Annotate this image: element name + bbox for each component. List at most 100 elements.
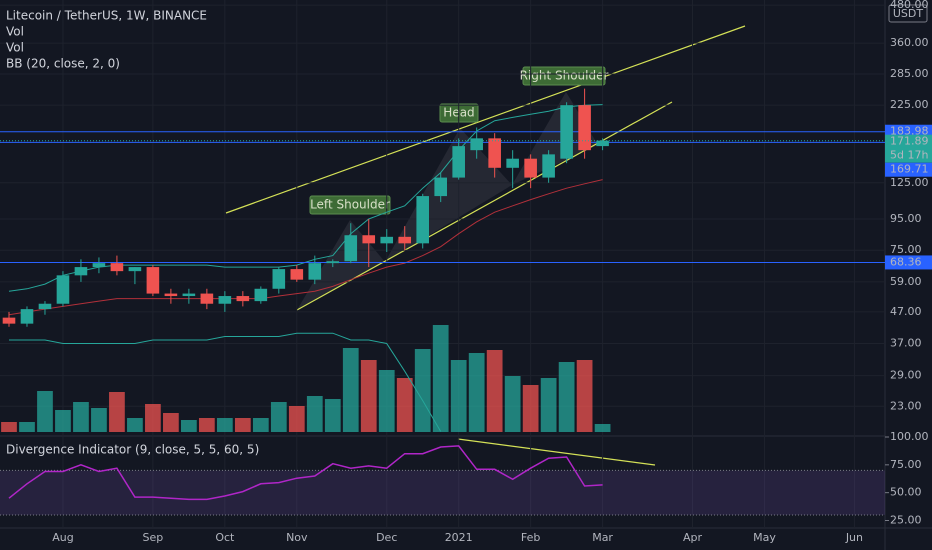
candle-body <box>74 267 88 276</box>
y-tick-label: 95.00 <box>890 212 922 225</box>
legend-item: Vol <box>6 41 24 55</box>
countdown: 5d 17h <box>890 149 928 162</box>
candle-body <box>596 140 609 147</box>
candle-body <box>524 158 537 178</box>
indicator-tick-label: 50.00 <box>890 486 922 499</box>
candle-body <box>2 317 16 324</box>
volume-bar <box>109 392 125 432</box>
candle-body <box>200 293 214 304</box>
candle-body <box>488 138 501 168</box>
x-tick-label: Apr <box>683 531 703 544</box>
legend-item: BB (20, close, 2, 0) <box>6 57 120 71</box>
volume-bar <box>198 418 215 432</box>
volume-bar <box>594 424 611 432</box>
candle-body <box>344 235 358 262</box>
volume-bar <box>432 325 449 432</box>
candle-body <box>128 267 142 272</box>
y-tick-label: 29.00 <box>890 369 922 382</box>
chart-title: Litecoin / TetherUS, 1W, BINANCE <box>6 9 207 23</box>
price-tag <box>885 162 932 177</box>
trend-line <box>296 101 673 311</box>
candle-body <box>236 296 250 302</box>
y-tick-label: 37.00 <box>890 336 922 349</box>
volume-bar <box>468 353 485 432</box>
price-tag-label: 169.71 <box>890 163 929 176</box>
volume-bar <box>414 349 431 432</box>
price-tag-label: 171.89 <box>890 135 929 148</box>
volume-bar <box>1 422 17 432</box>
x-tick-label: Sep <box>143 531 164 544</box>
indicator-tick-label: 100.00 <box>890 430 929 443</box>
y-tick-label: 75.00 <box>890 243 922 256</box>
x-tick-label: Feb <box>521 531 540 544</box>
volume-bar <box>252 418 269 432</box>
y-tick-label: 480.00 <box>890 0 929 11</box>
candle-body <box>218 296 232 304</box>
y-tick-label: 47.00 <box>890 305 922 318</box>
volume-bar <box>145 404 161 432</box>
x-tick-label: Mar <box>592 531 613 544</box>
volume-bar <box>342 348 359 432</box>
price-tag <box>885 134 932 163</box>
indicator-line <box>8 445 603 501</box>
indicator-title: Divergence Indicator (9, close, 5, 5, 60… <box>6 443 259 457</box>
trend-line <box>225 25 746 214</box>
candle-body <box>92 263 106 268</box>
x-tick-label: 2021 <box>445 531 473 544</box>
y-tick-label: 225.00 <box>890 98 929 111</box>
volume-bar <box>288 406 305 432</box>
price-tag-label: 183.98 <box>890 125 929 138</box>
volume-bar <box>163 413 179 432</box>
x-tick-label: Oct <box>215 531 235 544</box>
volume-bar <box>450 360 467 432</box>
candle-body <box>164 293 178 297</box>
indicator-tick-label: 25.00 <box>890 514 922 527</box>
volume-bar <box>270 402 287 432</box>
volume-bar <box>127 418 143 432</box>
y-tick-label: 125.00 <box>890 176 929 189</box>
candle-body <box>362 235 376 244</box>
volume-bar <box>324 399 341 432</box>
volume-bar <box>306 396 323 432</box>
divergence-line <box>457 438 656 466</box>
candle-body <box>110 263 124 272</box>
candle-body <box>434 177 447 197</box>
candle-body <box>290 269 304 280</box>
volume-bar <box>55 410 71 432</box>
candle-body <box>452 146 465 178</box>
volume-bar <box>19 422 35 432</box>
price-tag <box>885 255 932 270</box>
candle-body <box>506 158 519 168</box>
candle-body <box>470 138 483 151</box>
volume-bar <box>91 408 107 432</box>
y-tick-label: 285.00 <box>890 67 929 80</box>
volume-bar <box>396 378 413 432</box>
volume-bar <box>234 418 251 432</box>
candle-body <box>542 154 555 178</box>
volume-bar <box>360 360 377 432</box>
candle-body <box>182 293 196 297</box>
annotation-box <box>522 66 606 86</box>
volume-bar <box>504 376 521 432</box>
volume-bar <box>73 402 89 432</box>
volume-bar <box>486 350 503 432</box>
drawings: Left Shoulder Head Right Shoulder <box>0 0 885 528</box>
candle-body <box>380 236 394 244</box>
candle-body <box>326 261 340 264</box>
candle-body <box>38 303 52 310</box>
y-tick-label: 59.00 <box>890 275 922 288</box>
volume-bar <box>522 385 539 432</box>
candle-body <box>20 309 34 324</box>
candle-body <box>254 288 268 302</box>
candle-body <box>56 275 70 304</box>
y-tick-label: 360.00 <box>890 36 929 49</box>
candle-body <box>578 105 591 151</box>
indicator-tick-label: 75.00 <box>890 458 922 471</box>
volume-bar <box>378 370 395 432</box>
currency-box <box>888 4 928 23</box>
currency: USDT <box>893 7 924 20</box>
candle-body <box>308 263 322 280</box>
x-tick-label: May <box>753 531 776 544</box>
x-tick-label: Jun <box>845 531 863 544</box>
